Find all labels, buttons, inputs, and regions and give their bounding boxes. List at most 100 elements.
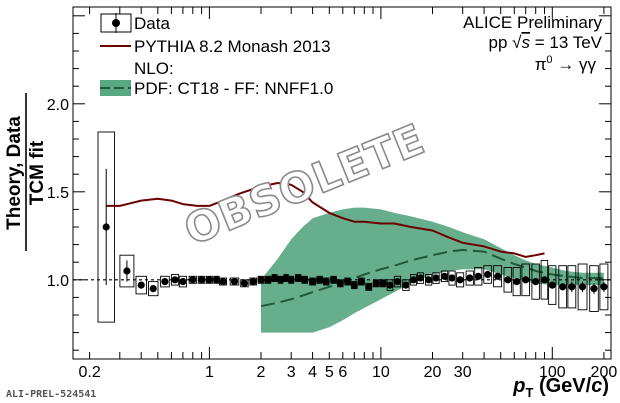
y-tick-label: 2.0 (47, 97, 69, 114)
data-point (466, 274, 474, 282)
data-point (504, 276, 512, 284)
data-sys-box (548, 265, 557, 305)
data-point (230, 278, 239, 286)
data-point (416, 274, 424, 282)
data-sys-box (97, 131, 115, 323)
x-axis: 0.2 1 2 3 4 5 6 10 20 30 100 200 (78, 7, 617, 381)
data-point (393, 278, 402, 286)
data-point (198, 276, 206, 284)
data-point (522, 276, 530, 284)
x-tick-label: 100 (539, 364, 566, 381)
data-point (149, 285, 157, 293)
pythia-curve (106, 182, 545, 258)
legend-entry-pythia: PYTHIA 8.2 Monash 2013 (100, 37, 331, 56)
data-point (600, 283, 608, 291)
data-point (365, 283, 373, 291)
x-axis-title: pT (GeV/c) (512, 375, 609, 400)
data-sys-box (531, 263, 540, 300)
data-point (137, 281, 145, 289)
x-tick-label: 0.2 (78, 364, 100, 381)
data-point (494, 272, 502, 280)
data-point (322, 278, 330, 286)
data-point (212, 276, 221, 284)
data-point (344, 278, 352, 286)
data-point (330, 276, 338, 284)
data-sys-box (119, 254, 135, 288)
data-point (432, 274, 440, 282)
x-tick-label: 3 (287, 364, 296, 381)
data-point (249, 278, 257, 286)
x-tick-label: 200 (591, 364, 618, 381)
data-point (301, 276, 309, 284)
y-tick-label: 1.5 (47, 185, 69, 202)
data-point (409, 276, 418, 284)
data-point (440, 272, 449, 280)
experiment-label: ALICE Preliminary (463, 13, 602, 32)
data-sys-box (160, 275, 170, 288)
data-sys-box (599, 263, 609, 311)
data-sys-box (577, 263, 588, 311)
y-axis: 1.0 1.5 2.0 (47, 15, 611, 351)
data-point (559, 283, 567, 291)
data-sys-box (589, 265, 599, 312)
data-sys-box (135, 275, 147, 295)
decay-channel-label: π0 → γγ (535, 54, 597, 74)
y-axis-title: Theory, Data TCM fit (4, 93, 48, 251)
legend-pythia-label: PYTHIA 8.2 Monash 2013 (134, 37, 331, 56)
legend-nlo-header: NLO: (134, 59, 174, 78)
data-point (316, 276, 324, 284)
data-sys-box (493, 265, 503, 288)
data-sys-box (483, 265, 493, 284)
data-point (484, 270, 492, 279)
x-tick-label: 30 (454, 364, 472, 381)
y-tick-label: 1.0 (47, 273, 69, 290)
data-point (568, 283, 576, 291)
y-axis-title-top: Theory, Data (4, 116, 25, 230)
data-point (402, 281, 410, 289)
nlo-band-layer (260, 207, 604, 333)
data-point (425, 276, 433, 284)
data-point (189, 276, 197, 284)
data-point (474, 272, 482, 280)
data-point (219, 278, 227, 286)
data-point (590, 285, 598, 293)
legend-data-label: Data (134, 14, 170, 33)
data-point (205, 276, 213, 284)
data-point (123, 267, 131, 275)
y-axis-title-bottom: TCM fit (27, 140, 48, 205)
legend-entry-nlo: PDF: CT18 - FF: NNFF1.0 (100, 79, 333, 98)
data-point (264, 276, 272, 284)
data-sys-box (558, 265, 568, 309)
data-point-layer (102, 223, 608, 293)
legend-data-marker-box (100, 13, 132, 33)
figure-id-label: ALI-PREL-524541 (6, 389, 96, 400)
data-point (379, 279, 387, 287)
data-point (578, 283, 587, 291)
system-annotations: ALICE Preliminary pp √s = 13 TeV π0 → γγ (463, 13, 603, 74)
data-point (294, 274, 302, 282)
x-tick-label: 20 (424, 364, 442, 381)
data-point (309, 278, 317, 286)
x-tick-label: 1 (205, 364, 214, 381)
data-point (336, 279, 344, 287)
x-tick-label: 5 (325, 364, 334, 381)
data-point (357, 278, 365, 286)
nlo-central-line (260, 248, 604, 308)
data-point (179, 278, 187, 286)
data-point (171, 276, 179, 284)
x-tick-label: 10 (372, 364, 390, 381)
legend-nlo-label: PDF: CT18 - FF: NNFF1.0 (134, 79, 333, 98)
pythia-curve-layer (106, 182, 545, 258)
data-sys-box (148, 281, 159, 297)
data-point (513, 278, 521, 286)
data-point (456, 276, 464, 284)
legend-data-marker (112, 19, 120, 27)
data-point (532, 278, 540, 286)
nlo-band (261, 207, 604, 333)
data-point (372, 279, 380, 287)
x-tick-label: 2 (257, 364, 266, 381)
data-point (350, 281, 358, 289)
data-point (540, 276, 549, 284)
legend: Data PYTHIA 8.2 Monash 2013 NLO: PDF: CT… (100, 13, 333, 98)
